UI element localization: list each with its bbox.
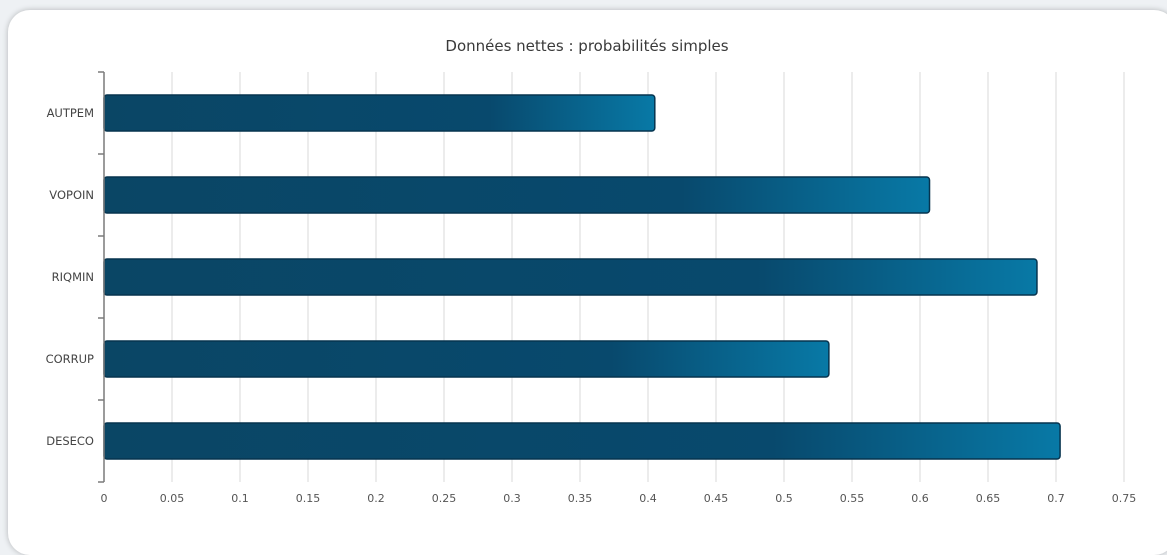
x-tick-label: 0.15 bbox=[296, 492, 321, 505]
y-category-label: DESECO bbox=[46, 434, 94, 448]
x-tick-label: 0.7 bbox=[1047, 492, 1065, 505]
x-tick-label: 0.55 bbox=[840, 492, 865, 505]
x-tick-label: 0 bbox=[101, 492, 108, 505]
bar-autpem bbox=[103, 94, 656, 132]
y-category-label: RIQMIN bbox=[52, 270, 94, 284]
y-category-label: VOPOIN bbox=[49, 188, 94, 202]
bar-riqmin bbox=[103, 258, 1038, 296]
x-tick-label: 0.4 bbox=[639, 492, 657, 505]
x-tick-label: 0.1 bbox=[231, 492, 249, 505]
bar-corrup bbox=[103, 340, 830, 378]
x-tick-label: 0.35 bbox=[568, 492, 593, 505]
x-tick-label: 0.05 bbox=[160, 492, 185, 505]
x-tick-label: 0.5 bbox=[775, 492, 793, 505]
bar-vopoin bbox=[103, 176, 931, 214]
chart-title: Données nettes : probabilités simples bbox=[445, 37, 728, 55]
y-category-label: CORRUP bbox=[46, 352, 94, 366]
x-tick-label: 0.75 bbox=[1112, 492, 1137, 505]
axes bbox=[98, 71, 105, 483]
x-tick-label: 0.45 bbox=[704, 492, 729, 505]
bars bbox=[103, 94, 1061, 460]
x-tick-label: 0.6 bbox=[911, 492, 929, 505]
x-tick-label: 0.2 bbox=[367, 492, 385, 505]
x-tick-label: 0.25 bbox=[432, 492, 457, 505]
x-tick-label: 0.3 bbox=[503, 492, 521, 505]
bar-deseco bbox=[103, 422, 1061, 460]
labels: 0 0.05 0.1 0.15 0.2 0.25 0.3 0.35 0.4 0.45 0.5 0.55… bbox=[46, 106, 1137, 505]
y-category-label: AUTPEM bbox=[47, 106, 94, 120]
x-tick-label: 0.65 bbox=[976, 492, 1001, 505]
